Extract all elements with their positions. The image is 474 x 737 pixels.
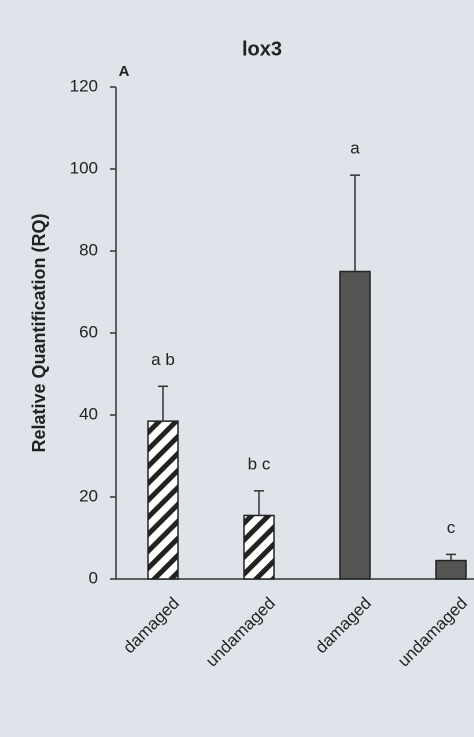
y-axis-label: Relative Quantification (RQ)	[29, 213, 49, 452]
significance-label: a b	[151, 350, 175, 369]
significance-label: b c	[248, 454, 271, 473]
bar	[339, 270, 371, 580]
y-tick-label: 60	[79, 322, 98, 341]
y-tick-label: 20	[79, 486, 98, 505]
y-tick-label: 80	[79, 240, 98, 259]
bar	[243, 514, 275, 580]
significance-label: a	[350, 139, 360, 158]
bar	[147, 420, 179, 580]
y-tick-label: 120	[70, 76, 98, 95]
y-tick-label: 40	[79, 404, 98, 423]
panel-label: A	[119, 63, 130, 80]
bar	[435, 559, 467, 580]
chart-title: lox3	[242, 38, 282, 60]
y-tick-label: 0	[89, 568, 98, 587]
significance-label: c	[447, 518, 456, 537]
y-tick-label: 100	[70, 158, 98, 177]
